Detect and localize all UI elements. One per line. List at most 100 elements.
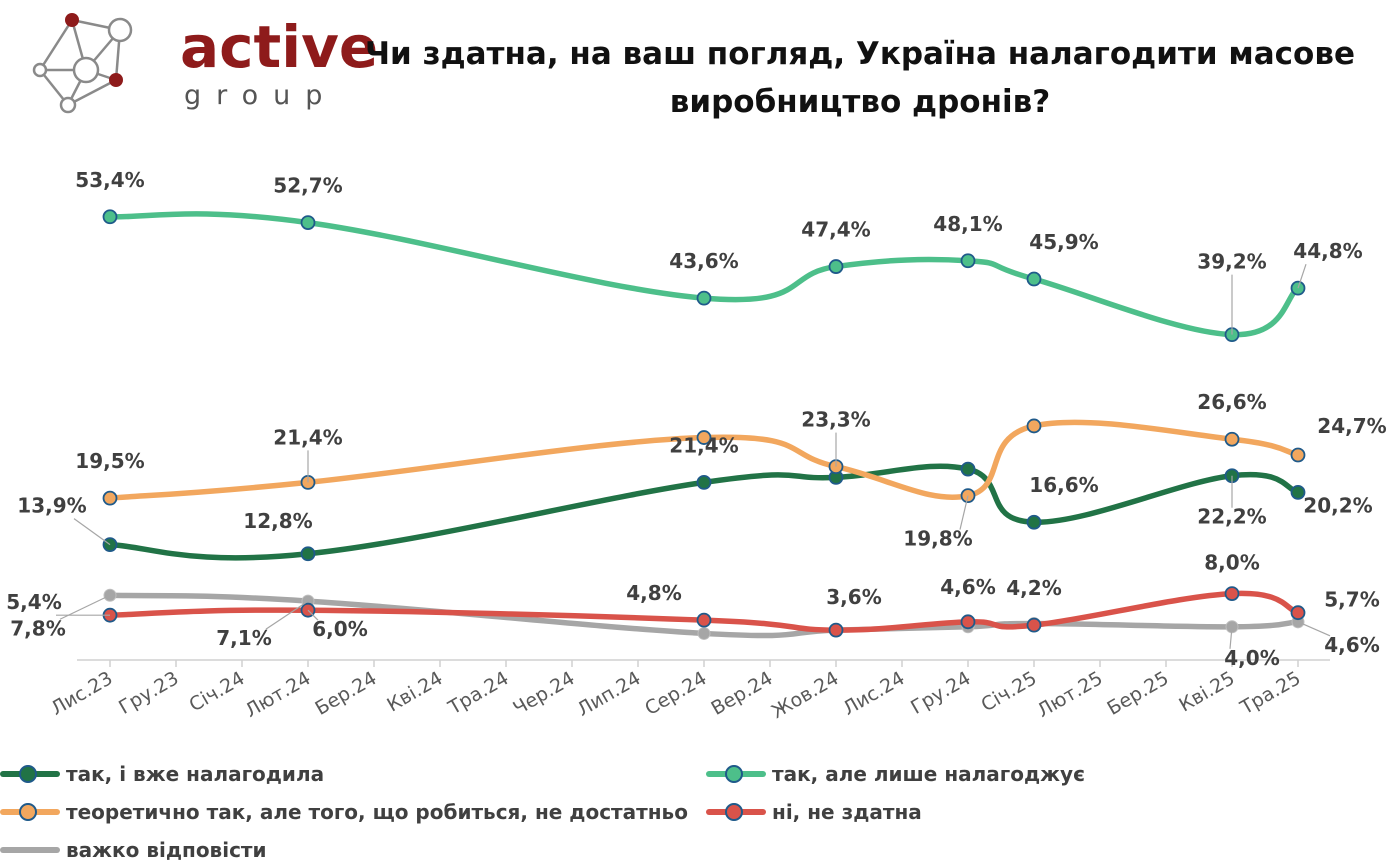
label-leader-line: [1297, 621, 1331, 637]
x-tick-label: Лют.25: [1034, 667, 1107, 722]
data-point-orange: [1290, 447, 1306, 463]
data-point-green-light: [828, 259, 844, 274]
data-label-green-light: 43,6%: [669, 249, 738, 273]
data-label-orange: 24,7%: [1317, 414, 1386, 438]
legend-swatch: [0, 798, 60, 826]
legend-label: так, і вже налагодила: [66, 762, 325, 786]
x-tick-label: Лис.23: [47, 667, 116, 720]
data-label-green-light: 48,1%: [933, 212, 1002, 236]
data-label-gray: 4,0%: [1224, 646, 1279, 670]
x-tick-label: Чер.24: [509, 667, 578, 720]
data-label-green-dark: 16,6%: [1029, 473, 1098, 497]
data-label-green-dark: 12,8%: [243, 509, 312, 533]
logo-network-icon: [32, 13, 133, 114]
series-line-green-light: [107, 211, 1301, 338]
x-tick-label: Бер.24: [311, 667, 380, 720]
data-label-gray: 7,1%: [216, 626, 271, 650]
data-point-gray: [697, 626, 711, 640]
data-label-red: 4,8%: [626, 581, 681, 605]
x-tick-label: Січ.25: [978, 667, 1041, 716]
x-tick-label: Кві.25: [1175, 667, 1238, 716]
data-label-green-dark: 20,2%: [1303, 493, 1372, 517]
x-tick-label: Вер.24: [707, 667, 776, 720]
legend-item: так, і вже налагодила: [0, 760, 324, 788]
data-label-red: 4,2%: [1006, 576, 1061, 600]
legend-label: ні, не здатна: [772, 800, 922, 824]
data-point-green-dark: [696, 474, 712, 490]
data-label-green-light: 52,7%: [273, 174, 342, 198]
logo-wordmark: active: [180, 13, 379, 81]
data-point-green-dark: [1290, 484, 1306, 500]
x-tick-label: Гру.23: [115, 667, 182, 719]
data-label-green-light: 45,9%: [1029, 230, 1098, 254]
data-point-green-light: [1026, 271, 1042, 287]
data-label-gray: 4,6%: [1324, 633, 1379, 657]
legend: так, і вже налагодила так, але лише налаг…: [0, 760, 1392, 862]
data-label-orange: 19,8%: [903, 527, 972, 551]
chart-title: Чи здатна, на ваш погляд, Україна налаго…: [365, 36, 1355, 120]
data-point-red: [1224, 586, 1240, 601]
legend-item: теоретично так, але того, що робиться, н…: [0, 798, 688, 826]
data-point-green-light: [300, 215, 316, 230]
label-leader-line: [73, 518, 111, 546]
data-point-green-dark: [300, 546, 316, 562]
legend-item: важко відповісти: [0, 836, 267, 864]
data-point-green-dark: [1026, 514, 1042, 530]
data-point-green-light: [960, 253, 976, 269]
data-point-red: [1290, 605, 1306, 621]
data-point-green-light: [696, 290, 712, 306]
data-label-green-dark: 21,4%: [669, 433, 738, 457]
logo-subtitle: group: [184, 80, 338, 111]
data-label-orange: 21,4%: [273, 425, 342, 449]
x-tick-label: Січ.24: [186, 667, 249, 716]
legend-swatch: [706, 760, 766, 788]
data-label-green-light: 44,8%: [1293, 239, 1362, 263]
data-label-red: 8,0%: [1204, 551, 1259, 575]
data-label-orange: 26,6%: [1197, 390, 1266, 414]
data-label-red: 6,0%: [312, 617, 367, 641]
data-label-green-light: 47,4%: [801, 218, 870, 242]
label-leader-line: [265, 600, 309, 630]
legend-label: теоретично так, але того, що робиться, н…: [66, 800, 688, 824]
legend-label: важко відповісти: [66, 838, 267, 862]
data-label-orange: 23,3%: [801, 408, 870, 432]
data-point-red: [1026, 617, 1042, 633]
label-leader-line: [1229, 626, 1233, 649]
legend-item: ні, не здатна: [706, 798, 922, 826]
legend-swatch: [0, 760, 60, 788]
x-tick-label: Кві.24: [383, 667, 446, 716]
data-label-green-dark: 13,9%: [17, 494, 86, 518]
legend-swatch: [0, 836, 60, 864]
label-leader-line: [1297, 263, 1307, 289]
label-leader-line: [307, 609, 319, 621]
data-point-red: [828, 622, 844, 638]
x-tick-label: Жов.24: [768, 667, 843, 723]
data-label-orange: 19,5%: [75, 449, 144, 473]
x-tick-label: Тра.24: [444, 667, 513, 719]
data-label-red: 5,4%: [6, 590, 61, 614]
data-label-red: 4,6%: [940, 575, 995, 599]
data-point-red: [960, 614, 976, 630]
data-point-red: [696, 612, 712, 628]
x-tick-label: Сер.24: [641, 667, 710, 720]
legend-item: так, але лише налагоджує: [706, 760, 1085, 788]
x-tick-label: Тра.25: [1236, 667, 1305, 719]
data-label-green-dark: 22,2%: [1197, 505, 1266, 529]
logo: active group: [28, 10, 378, 120]
legend-label: так, але лише налагоджує: [772, 762, 1085, 786]
x-tick-label: Лис.24: [839, 667, 908, 720]
data-label-green-light: 53,4%: [75, 168, 144, 192]
x-tick-label: Бер.25: [1103, 667, 1172, 720]
data-point-green-dark: [960, 461, 976, 477]
x-tick-label: Гру.24: [907, 667, 974, 719]
data-label-gray: 7,8%: [10, 616, 65, 640]
legend-swatch: [706, 798, 766, 826]
data-point-orange: [696, 430, 712, 445]
data-label-green-light: 39,2%: [1197, 250, 1266, 274]
data-point-orange: [102, 490, 118, 506]
data-label-red: 5,7%: [1324, 588, 1379, 612]
data-label-red: 3,6%: [826, 585, 881, 609]
data-point-orange: [1224, 431, 1240, 447]
x-tick-label: Лют.24: [242, 667, 315, 722]
